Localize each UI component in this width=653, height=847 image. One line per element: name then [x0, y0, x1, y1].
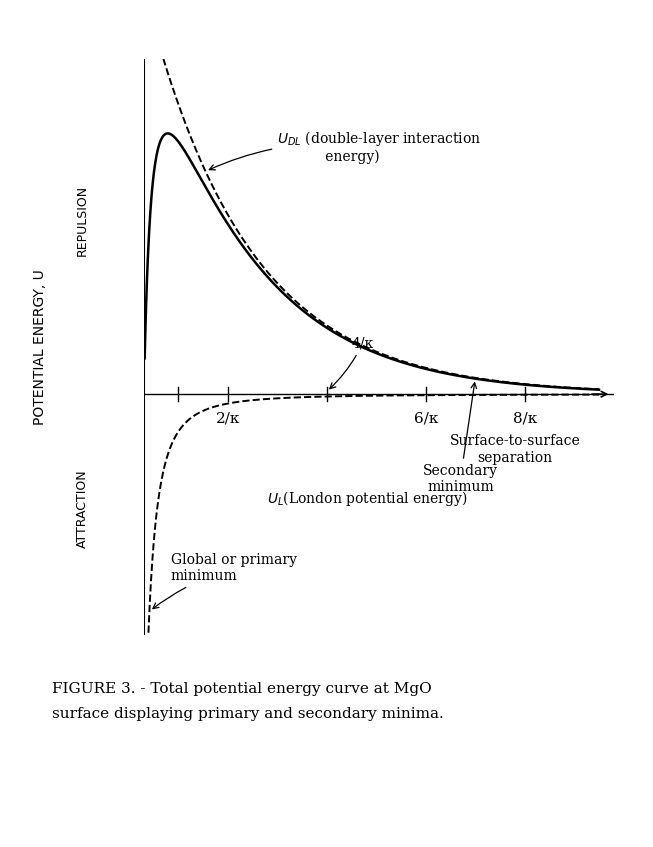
Text: $U_{DL}$ (double-layer interaction
           energy): $U_{DL}$ (double-layer interaction energ…	[210, 129, 481, 170]
Text: 8/κ: 8/κ	[513, 412, 537, 425]
Text: Global or primary
minimum: Global or primary minimum	[153, 553, 297, 609]
Text: Secondary
minimum: Secondary minimum	[423, 383, 498, 494]
Text: 2/κ: 2/κ	[215, 412, 240, 425]
Text: REPULSION: REPULSION	[76, 185, 89, 256]
Text: POTENTIAL ENERGY, U: POTENTIAL ENERGY, U	[33, 269, 47, 425]
Text: ATTRACTION: ATTRACTION	[76, 469, 89, 548]
Text: 6/κ: 6/κ	[413, 412, 438, 425]
Text: 4/κ: 4/κ	[330, 336, 374, 389]
Text: surface displaying primary and secondary minima.: surface displaying primary and secondary…	[52, 707, 444, 722]
Text: FIGURE 3. - Total potential energy curve at MgO: FIGURE 3. - Total potential energy curve…	[52, 682, 432, 696]
Text: $U_L$(London potential energy): $U_L$(London potential energy)	[267, 489, 468, 508]
Text: Surface-to-surface
separation: Surface-to-surface separation	[449, 435, 581, 464]
